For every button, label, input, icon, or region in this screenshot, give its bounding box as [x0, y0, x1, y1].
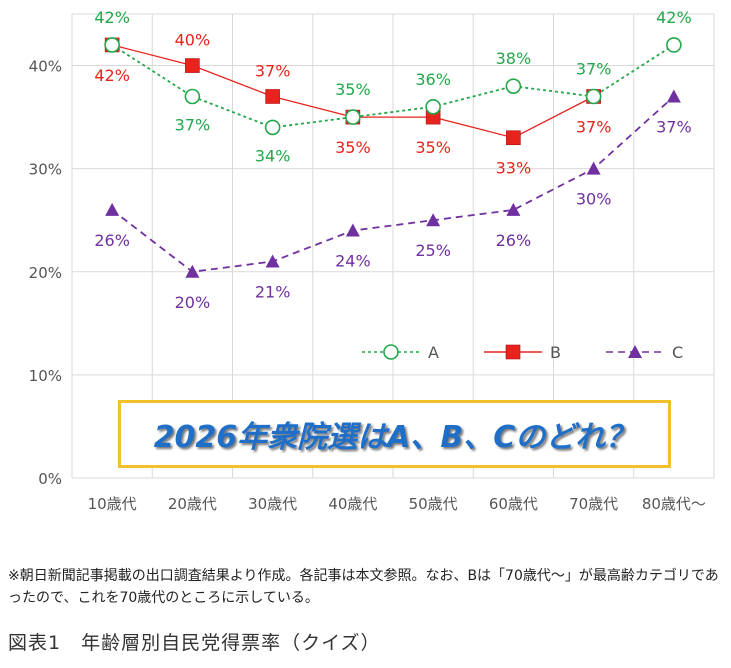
data-point-b — [506, 130, 521, 146]
x-tick-label: 70歳代 — [569, 495, 618, 513]
y-tick-label: 20% — [29, 264, 62, 282]
data-label-a: 42% — [94, 8, 130, 27]
series-line-a — [111, 44, 675, 129]
data-label-c: 37% — [656, 117, 692, 136]
line-chart: 0% 10% 20% 30% 40% 10歳代 20歳代 30歳代 40歳代 50歳代 60歳代 7… — [29, 8, 715, 513]
y-tick-label: 30% — [29, 161, 62, 179]
legend-marker-b — [505, 344, 521, 360]
x-tick-label: 60歳代 — [489, 495, 538, 513]
x-axis-ticks: 10歳代 20歳代 30歳代 40歳代 50歳代 60歳代 70歳代 80歳代〜 — [88, 495, 706, 513]
data-label-a: 37% — [576, 59, 612, 78]
series-group — [104, 37, 682, 278]
series-line-c — [111, 95, 675, 273]
y-tick-label: 0% — [38, 470, 62, 488]
data-point-c — [666, 89, 681, 103]
data-label-c: 24% — [335, 252, 371, 271]
data-label-c: 20% — [175, 293, 211, 312]
x-tick-label: 30歳代 — [248, 495, 297, 513]
data-label-c: 25% — [415, 241, 451, 260]
legend-marker-c — [628, 345, 642, 358]
data-point-c — [586, 161, 601, 175]
source-note: ※朝日新聞記事掲載の出口調査結果より作成。各記事は本文参照。なお、Bは「70歳代… — [8, 568, 719, 606]
y-tick-label: 10% — [29, 367, 62, 385]
y-axis-ticks: 0% 10% 20% 30% 40% — [29, 58, 62, 488]
x-tick-label: 20歳代 — [168, 495, 217, 513]
data-point-b — [185, 58, 200, 73]
data-point-b — [265, 89, 280, 104]
data-label-a: 37% — [175, 115, 211, 134]
figure-caption: 図表1 年齢層別自民党得票率（クイズ） — [8, 632, 381, 654]
data-label-b: 42% — [94, 66, 130, 85]
data-label-a: 42% — [656, 8, 692, 27]
data-point-c — [426, 213, 441, 227]
data-label-c: 26% — [94, 231, 130, 250]
legend-label-c: C — [672, 343, 683, 362]
legend-label-a: A — [428, 343, 439, 362]
x-tick-label: 50歳代 — [409, 495, 458, 513]
quiz-title: 2026年衆院選はA、B、Cのどれ？ — [153, 420, 636, 455]
data-label-b: 35% — [335, 138, 371, 157]
data-point-a — [585, 88, 602, 105]
data-point-c — [345, 223, 360, 237]
data-point-c — [506, 202, 521, 216]
data-point-c — [105, 202, 120, 216]
quiz-box: 2026年衆院選はA、B、Cのどれ？ — [118, 400, 671, 468]
data-label-a: 36% — [415, 70, 451, 89]
data-label-a: 38% — [496, 49, 532, 68]
data-label-c: 21% — [255, 282, 291, 301]
data-label-b: 37% — [576, 117, 612, 136]
y-tick-label: 40% — [29, 58, 62, 76]
data-point-a — [184, 88, 201, 105]
data-point-a — [425, 99, 441, 115]
data-point-a — [104, 37, 120, 53]
data-label-b: 37% — [255, 61, 291, 80]
legend-label-b: B — [550, 343, 561, 362]
data-point-a — [666, 37, 682, 53]
data-point-c — [265, 254, 280, 268]
legend: A B C — [362, 343, 683, 362]
legend-marker-a — [383, 344, 399, 360]
data-point-a — [264, 119, 281, 136]
x-tick-label: 40歳代 — [328, 495, 377, 513]
data-labels: 42% 37% 34% 35% 36% 38% 37% 42% 42% 40% 37% 35% 35% 3… — [94, 8, 691, 312]
data-label-b: 33% — [496, 159, 532, 178]
data-label-b: 35% — [415, 138, 451, 157]
data-point-c — [185, 264, 200, 278]
data-point-a — [505, 78, 522, 94]
data-label-b: 40% — [175, 31, 211, 50]
data-label-c: 30% — [576, 190, 612, 209]
data-label-c: 26% — [496, 231, 532, 250]
x-tick-label: 10歳代 — [88, 495, 137, 513]
data-point-a — [345, 109, 361, 125]
x-tick-label: 80歳代〜 — [642, 495, 706, 513]
data-label-a: 35% — [335, 80, 371, 99]
data-label-a: 34% — [255, 146, 291, 165]
